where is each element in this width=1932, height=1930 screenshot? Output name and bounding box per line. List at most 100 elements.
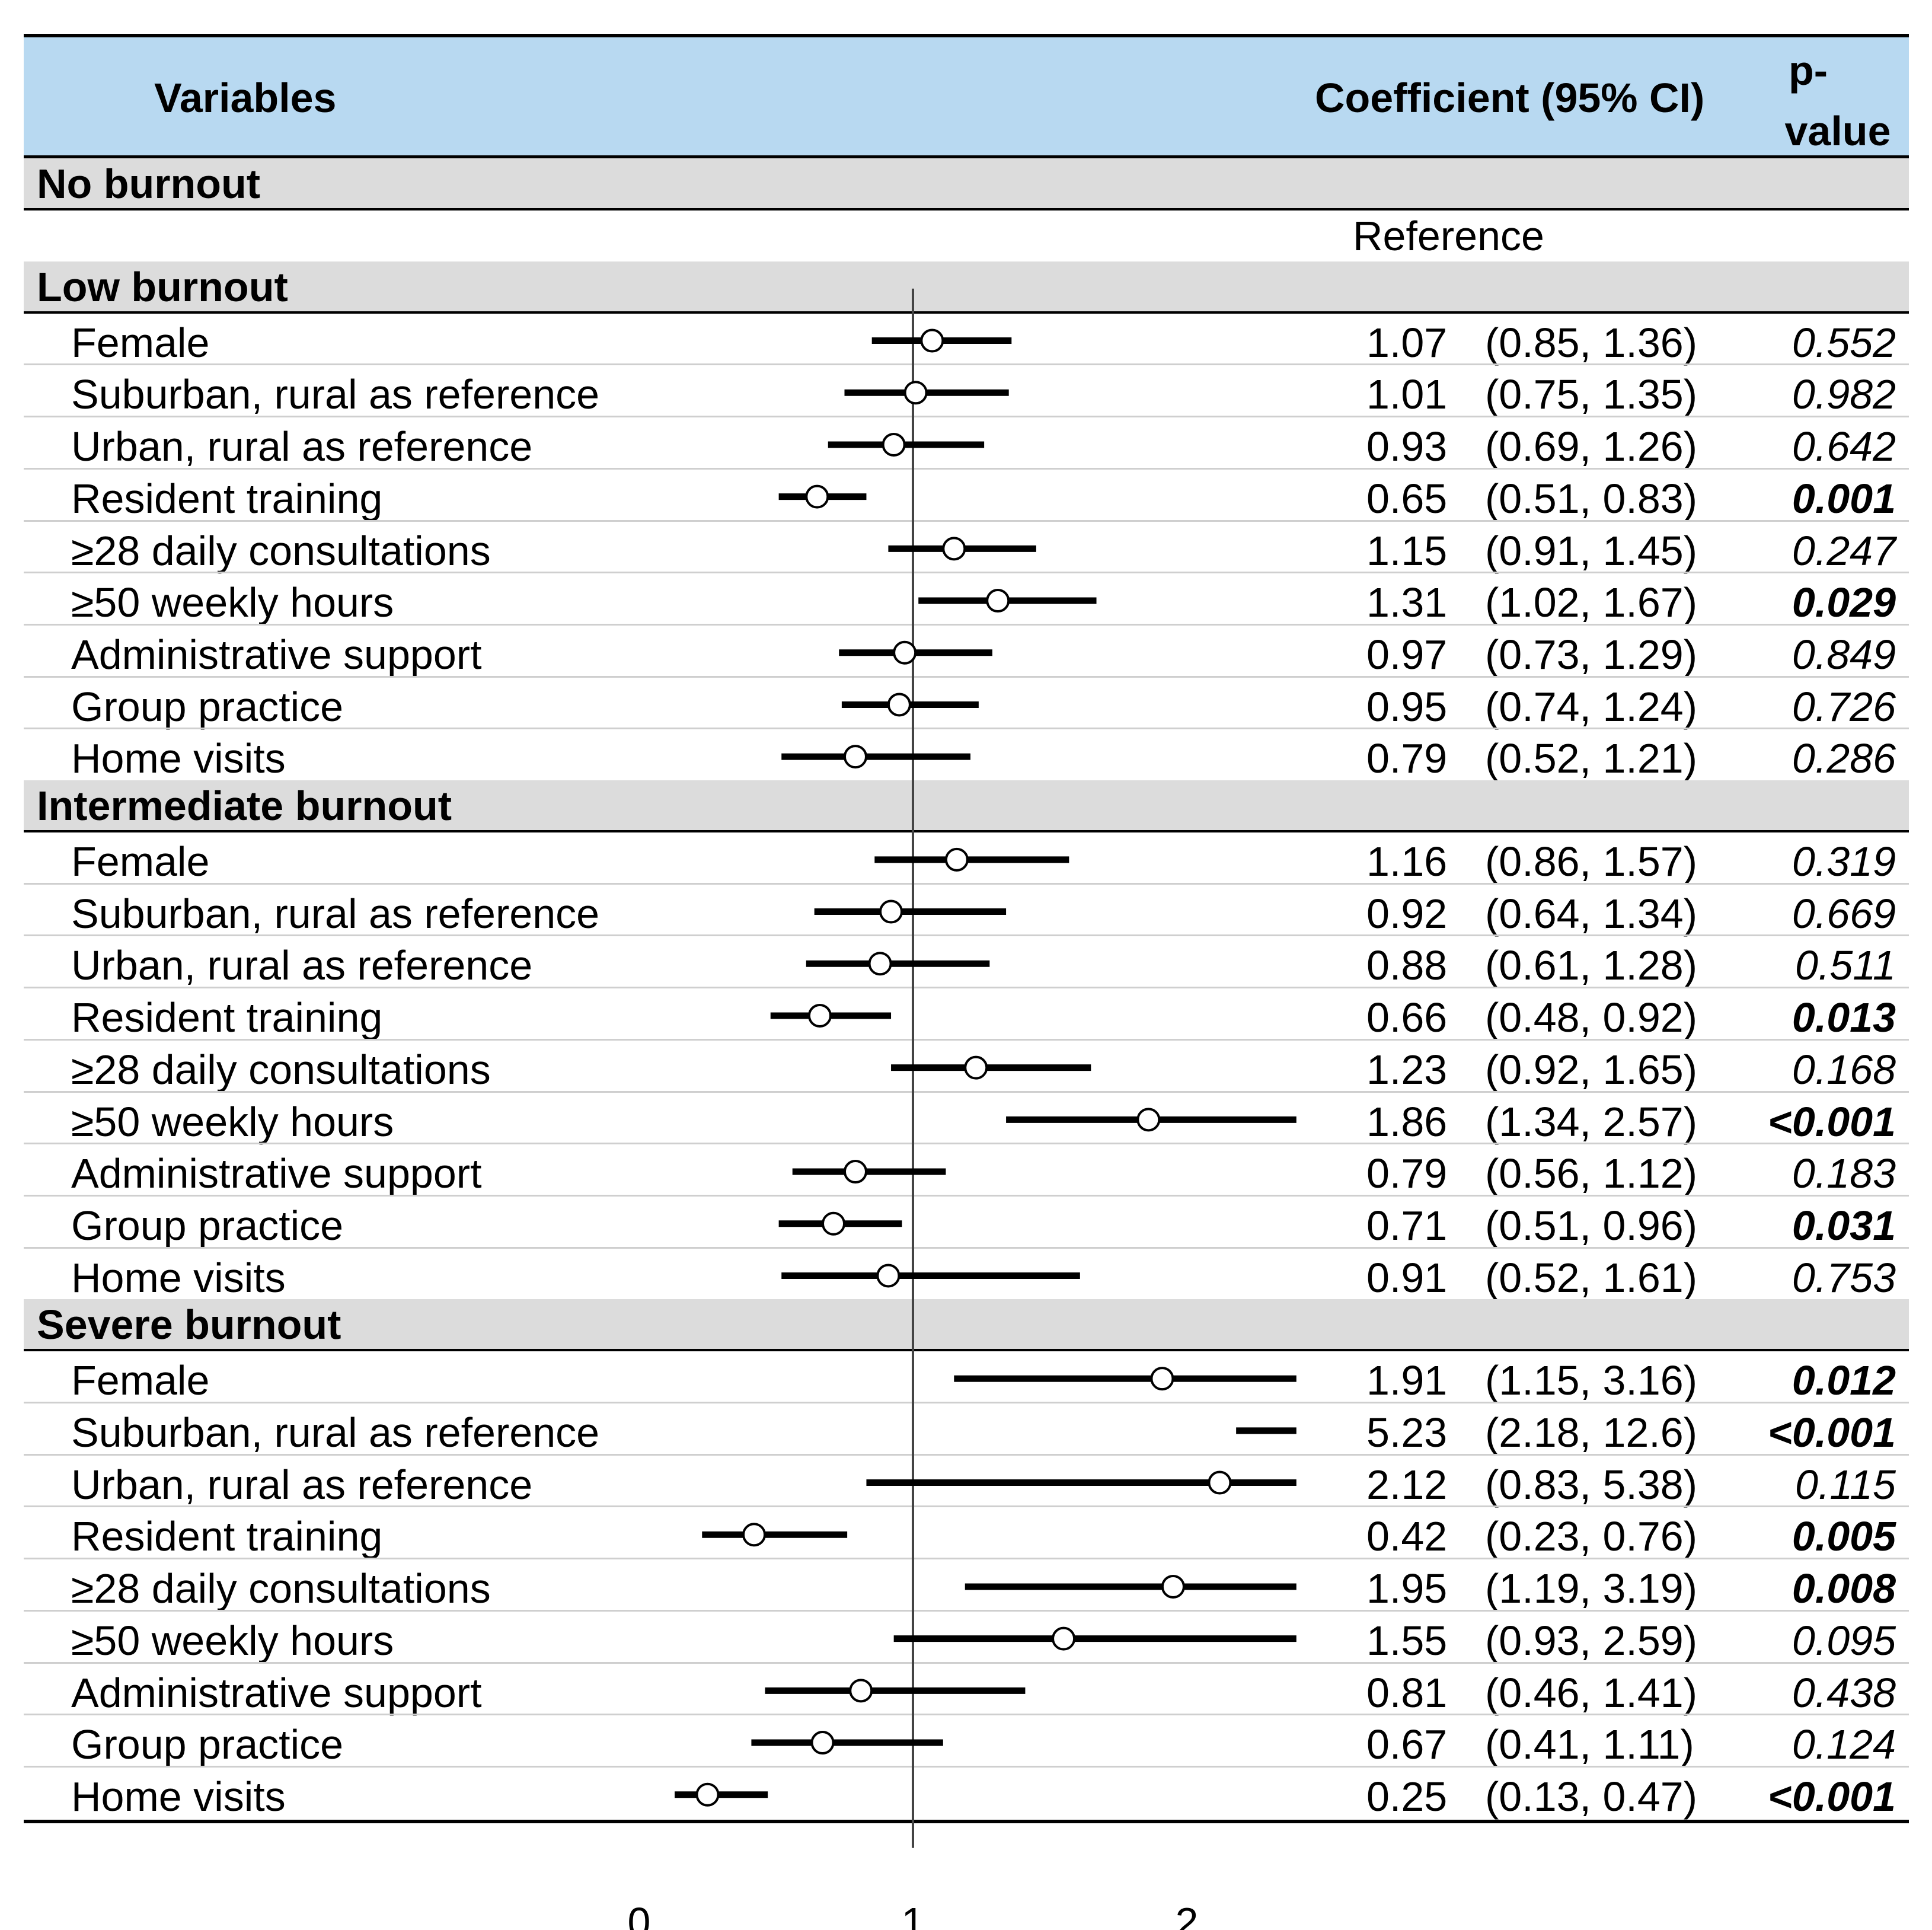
row-divider (24, 1505, 1909, 1508)
row-pvalue: 0.552 (1792, 319, 1896, 366)
estimate-point (1052, 1626, 1076, 1651)
row-divider (24, 1194, 1909, 1197)
row-ci: (0.86, 1.57) (1485, 838, 1697, 885)
row-label: Suburban, rural as reference (71, 371, 600, 418)
estimate-point (879, 899, 903, 924)
row-label: Administrative support (71, 1150, 482, 1197)
row-coefficient: 0.97 (1366, 631, 1448, 678)
row-coefficient: 0.65 (1366, 475, 1448, 522)
row-pvalue: 0.642 (1792, 423, 1896, 470)
row-ci: (2.18, 12.6) (1485, 1409, 1697, 1456)
row-divider (24, 1661, 1909, 1664)
row-label: ≥50 weekly hours (71, 1617, 394, 1664)
row-pvalue: 0.095 (1792, 1617, 1896, 1664)
row-label: Suburban, rural as reference (71, 890, 600, 937)
row-label: ≥50 weekly hours (71, 1098, 394, 1145)
estimate-point (986, 589, 1010, 613)
row-ci: (0.41, 1.11) (1485, 1721, 1694, 1768)
group-rule (24, 830, 1909, 832)
row-pvalue: 0.013 (1792, 994, 1896, 1041)
row-divider (24, 675, 1909, 678)
group-rule (24, 1349, 1909, 1352)
row-coefficient: 1.01 (1366, 371, 1448, 418)
row-pvalue: 0.286 (1792, 735, 1896, 782)
row-coefficient: 0.88 (1366, 942, 1448, 989)
row-pvalue: 0.511 (1795, 942, 1896, 989)
row-coefficient: 0.91 (1366, 1254, 1448, 1301)
row-coefficient: 0.92 (1366, 890, 1448, 937)
row-coefficient: 1.95 (1366, 1565, 1448, 1612)
estimate-point (849, 1679, 873, 1703)
row-label: Resident training (71, 1513, 383, 1560)
row-divider (24, 882, 1909, 885)
x-tick-label: 0 (627, 1899, 651, 1930)
estimate-point (695, 1782, 720, 1807)
row-coefficient: 0.79 (1366, 735, 1448, 782)
row-divider (24, 519, 1909, 522)
row-divider (24, 1090, 1909, 1093)
row-pvalue: 0.726 (1792, 683, 1896, 730)
row-ci: (0.92, 1.65) (1485, 1046, 1697, 1093)
estimate-point (810, 1731, 835, 1755)
row-ci: (0.51, 0.83) (1485, 475, 1697, 522)
row-coefficient: 1.86 (1366, 1098, 1448, 1145)
row-coefficient: 0.81 (1366, 1669, 1448, 1716)
row-ci: (0.93, 2.59) (1485, 1617, 1697, 1664)
row-coefficient: 2.12 (1366, 1461, 1448, 1508)
row-pvalue: <0.001 (1767, 1098, 1896, 1145)
row-pvalue: 0.319 (1792, 838, 1896, 885)
row-ci: (0.83, 5.38) (1485, 1461, 1697, 1508)
estimate-point (1161, 1574, 1185, 1599)
row-ci: (1.02, 1.67) (1485, 579, 1697, 626)
row-coefficient: 1.07 (1366, 319, 1448, 366)
row-coefficient: 1.31 (1366, 579, 1448, 626)
estimate-point (807, 1003, 832, 1028)
row-pvalue: 0.247 (1792, 527, 1896, 574)
row-label: Female (71, 1357, 210, 1404)
row-ci: (0.46, 1.41) (1485, 1669, 1697, 1716)
estimate-point (822, 1211, 846, 1236)
estimate-point (868, 952, 892, 976)
row-label: Group practice (71, 683, 344, 730)
row-divider (24, 572, 1909, 574)
row-label: Group practice (71, 1721, 344, 1768)
estimate-point (964, 1055, 988, 1080)
row-divider (24, 623, 1909, 626)
group-title: Severe burnout (37, 1301, 341, 1348)
estimate-point (887, 693, 911, 717)
row-pvalue: 0.001 (1792, 475, 1896, 522)
row-coefficient: 1.23 (1366, 1046, 1448, 1093)
row-ci: (0.56, 1.12) (1485, 1150, 1697, 1197)
row-ci: (1.34, 2.57) (1485, 1098, 1697, 1145)
row-ci: (0.85, 1.36) (1485, 319, 1697, 366)
row-ci: (0.91, 1.45) (1485, 527, 1697, 574)
row-label: ≥28 daily consultations (71, 527, 491, 574)
row-label: Home visits (71, 1773, 286, 1820)
row-ci: (0.51, 0.96) (1485, 1202, 1697, 1249)
row-pvalue: 0.029 (1792, 579, 1896, 626)
row-divider (24, 1453, 1909, 1456)
row-divider (24, 1714, 1909, 1716)
estimate-point (805, 484, 829, 509)
x-tick-label: 1 (901, 1899, 925, 1930)
group-title: Intermediate burnout (37, 783, 452, 829)
row-divider (24, 1402, 1909, 1403)
estimate-point (1208, 1470, 1232, 1495)
row-coefficient: 0.93 (1366, 423, 1448, 470)
row-pvalue: 0.008 (1792, 1565, 1896, 1612)
row-divider (24, 1558, 1909, 1560)
header-band (24, 36, 1909, 157)
table-bottom-rule (24, 1819, 1909, 1823)
x-tick-label: 2 (1175, 1899, 1199, 1930)
row-ci: (0.75, 1.35) (1485, 371, 1697, 418)
row-label: Resident training (71, 475, 383, 522)
row-ci: (0.52, 1.21) (1485, 735, 1697, 782)
estimate-point (843, 1160, 867, 1184)
row-label: Suburban, rural as reference (71, 1409, 600, 1456)
row-divider (24, 1246, 1909, 1249)
row-pvalue: 0.438 (1792, 1669, 1896, 1716)
row-ci: (0.74, 1.24) (1485, 683, 1697, 730)
header-variables: Variables (154, 75, 337, 121)
